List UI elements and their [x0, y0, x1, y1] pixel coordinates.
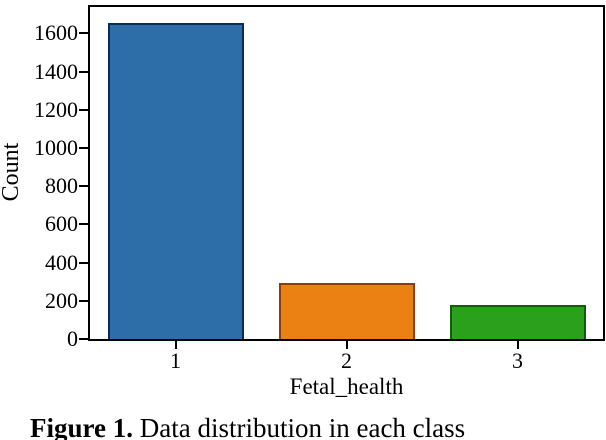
x-axis-tick-mark	[516, 341, 519, 349]
y-axis-tick-label: 1400	[34, 58, 78, 84]
y-axis-tick-label: 800	[45, 173, 78, 199]
y-axis-tick-mark	[79, 261, 88, 264]
y-axis-tick-label: 200	[45, 287, 78, 313]
y-axis-tick-label: 0	[67, 326, 78, 351]
y-axis-tick-mark	[79, 146, 88, 149]
y-axis-tick-mark	[79, 223, 88, 226]
caption-text: Data distribution in each class	[133, 413, 466, 440]
x-axis-tick-label: 1	[170, 348, 181, 373]
x-axis-tick-label: 2	[341, 348, 352, 373]
y-axis-tick-mark	[79, 299, 88, 302]
y-axis-tick-label: 1000	[34, 134, 78, 160]
caption-label: Figure 1.	[30, 413, 133, 440]
y-axis-tick-label: 600	[45, 211, 78, 237]
y-axis-tick-mark	[79, 338, 88, 340]
bar	[449, 305, 586, 339]
y-axis-tick-mark	[79, 185, 88, 188]
y-axis-tick-label: 1200	[34, 96, 78, 122]
y-axis-tick-mark	[79, 32, 88, 35]
x-axis-tick-label: 3	[512, 348, 523, 373]
y-axis-tick-label: 400	[45, 249, 78, 275]
x-axis-tick-mark	[174, 341, 177, 349]
figure-caption: Figure 1. Data distribution in each clas…	[30, 412, 600, 440]
y-axis-tick-label: 1600	[34, 20, 78, 46]
y-axis-tick-mark	[79, 108, 88, 111]
bar	[278, 282, 415, 339]
x-axis-tick-mark	[345, 341, 348, 349]
y-axis-tick-mark	[79, 70, 88, 73]
bar	[107, 22, 244, 339]
x-axis-title: Fetal_health	[289, 374, 404, 399]
